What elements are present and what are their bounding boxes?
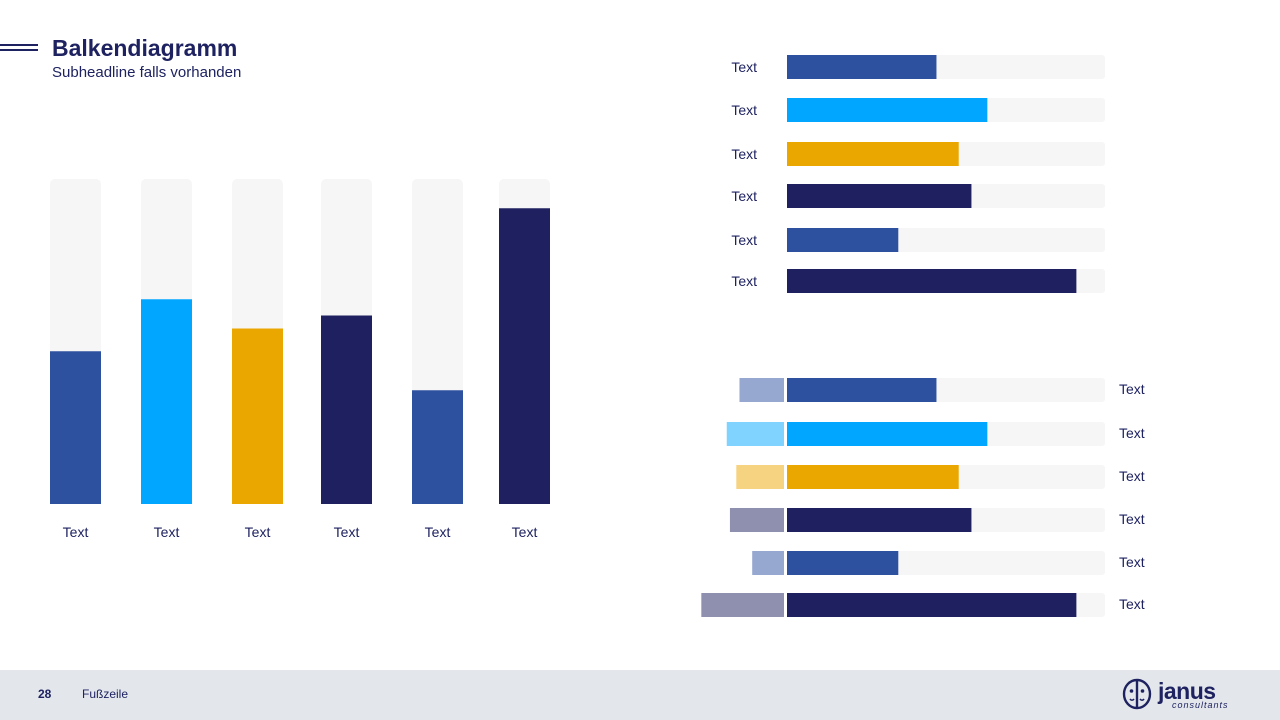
hbar-label-3: Text — [731, 146, 757, 162]
dbar-label-3: Text — [1119, 468, 1145, 484]
vbar-label-4: Text — [334, 524, 360, 540]
dbar-label-4: Text — [1119, 511, 1145, 527]
dbar-label-1: Text — [1119, 381, 1145, 397]
hbar-label-4: Text — [731, 188, 757, 204]
dbar-left-4 — [729, 508, 784, 532]
page-title: Balkendiagramm — [52, 35, 238, 61]
hbar-1 — [787, 55, 937, 79]
dbar-left-5 — [752, 551, 784, 575]
page-subtitle: Subheadline falls vorhanden — [52, 64, 242, 81]
dbar-left-1 — [739, 378, 784, 402]
logo-tagline: consultants — [1172, 700, 1229, 710]
dbar-label-6: Text — [1119, 596, 1145, 612]
footer-text: Fußzeile — [82, 687, 129, 701]
page-number: 28 — [38, 687, 52, 701]
hbar-3 — [787, 142, 959, 166]
dbar-right-6 — [787, 593, 1077, 617]
vbar-label-5: Text — [425, 524, 451, 540]
vbar-label-3: Text — [245, 524, 271, 540]
charts-canvas: Text Text Text Text Text Text Text Text Text Text… — [50, 55, 1145, 617]
hbar-label-6: Text — [731, 273, 757, 289]
vbar-label-6: Text — [512, 524, 538, 540]
dbar-right-1 — [787, 378, 937, 402]
logo-wordmark: janus — [1158, 678, 1216, 704]
hbar-2 — [787, 98, 988, 122]
dbar-right-3 — [787, 465, 959, 489]
janus-head-icon — [1122, 678, 1152, 710]
hbar-4 — [787, 184, 972, 208]
vbar-label-1: Text — [63, 524, 89, 540]
dbar-right-2 — [787, 422, 988, 446]
dbar-right-4 — [787, 508, 972, 532]
vbar-6 — [499, 208, 550, 504]
vbar-3 — [232, 328, 283, 504]
vbar-1 — [50, 351, 101, 504]
hbar-6 — [787, 269, 1077, 293]
vbar-2 — [141, 299, 192, 504]
dbar-left-6 — [701, 593, 784, 617]
vbar-4 — [321, 315, 372, 504]
company-logo: janus consultants — [1120, 677, 1250, 713]
hbar-5 — [787, 228, 899, 252]
hbar-label-2: Text — [731, 102, 757, 118]
vbar-5 — [412, 390, 463, 504]
dbar-label-2: Text — [1119, 425, 1145, 441]
dbar-right-5 — [787, 551, 899, 575]
hbar-label-1: Text — [731, 59, 757, 75]
dbar-left-2 — [726, 422, 784, 446]
title-accent-lines — [0, 44, 38, 53]
footer-bar: 28 Fußzeile janus consultants — [0, 670, 1280, 720]
vbar-label-2: Text — [154, 524, 180, 540]
dbar-label-5: Text — [1119, 554, 1145, 570]
dbar-left-3 — [736, 465, 784, 489]
hbar-label-5: Text — [731, 232, 757, 248]
